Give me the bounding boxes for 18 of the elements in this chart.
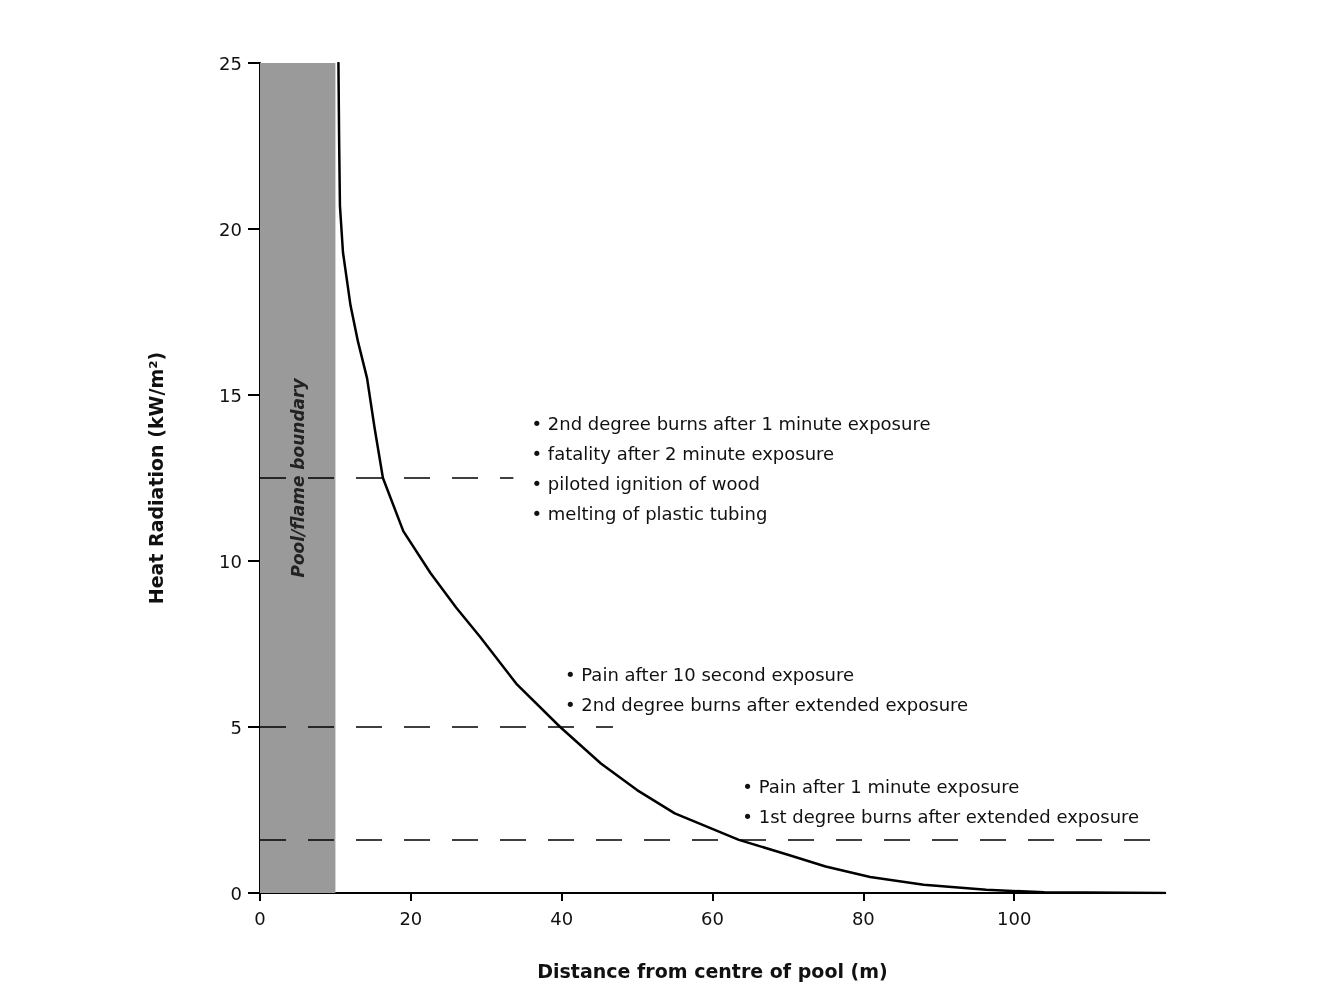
x-tick-label: 80 <box>851 907 875 929</box>
x-tick-label: 0 <box>254 907 266 929</box>
y-tick-label: 25 <box>219 52 242 74</box>
y-tick-label: 20 <box>219 218 242 240</box>
x-tick-label: 60 <box>701 907 724 929</box>
y-tick-label: 5 <box>230 716 242 738</box>
ref-line-label: • 2nd degree burns after 1 minute exposure • fatality after 2 minute exposure • piloted ignition of wood • melting of plastic tubing <box>531 412 931 524</box>
ref-line-label: • Pain after 1 minute exposure • 1st degree burns after extended exposure <box>742 776 1140 828</box>
y-tick-label: 0 <box>230 882 242 904</box>
y-tick-label: 10 <box>219 550 242 572</box>
x-axis-title: Distance from centre of pool (m) <box>537 959 888 982</box>
y-tick-label: 15 <box>219 384 242 406</box>
x-tick-label: 40 <box>550 907 574 929</box>
x-tick-label: 100 <box>996 907 1032 929</box>
band-label: Pool/flame boundary <box>287 377 308 578</box>
ref-line-label: • Pain after 10 second exposure • 2nd degree burns after extended exposure <box>564 663 969 715</box>
x-tick-label: 20 <box>399 907 423 929</box>
y-axis-title: Heat Radiation (kW/m²) <box>144 351 167 605</box>
